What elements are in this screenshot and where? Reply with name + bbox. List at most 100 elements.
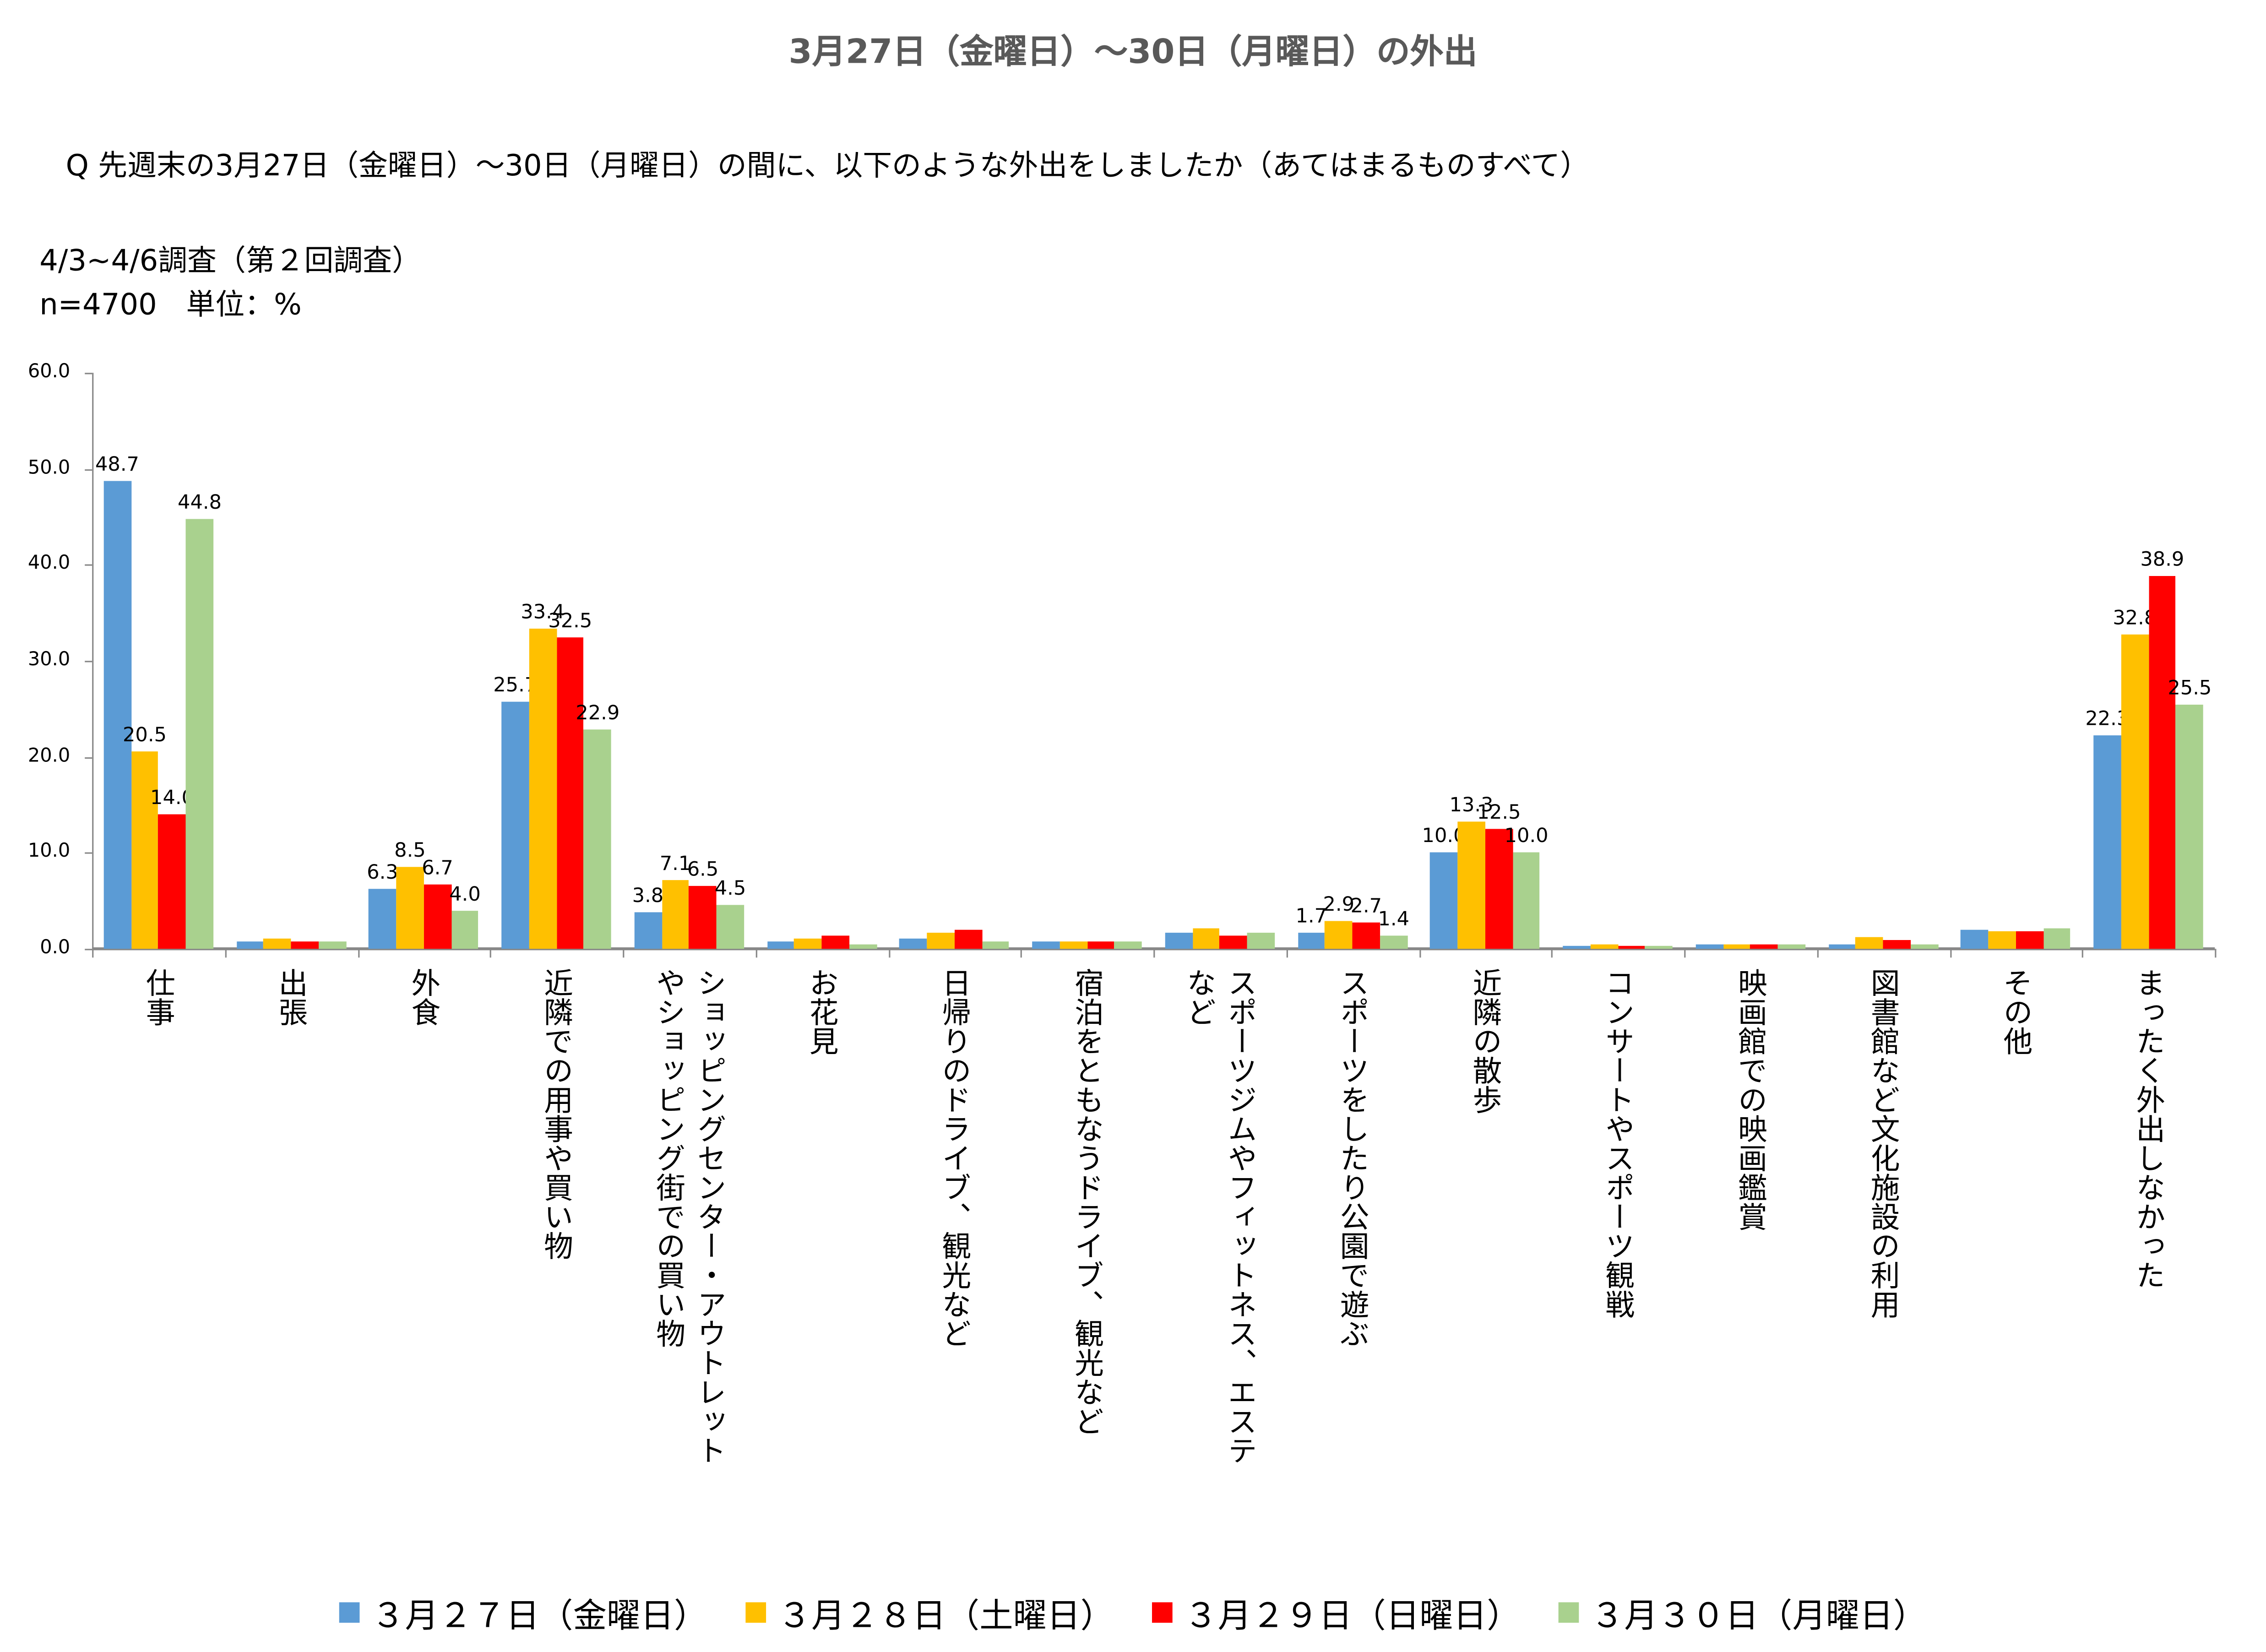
category-label-line: スポーツジムやフィットネス、エステ bbox=[1223, 967, 1258, 1465]
data-label: 12.5 bbox=[1477, 801, 1521, 825]
bar bbox=[1032, 942, 1060, 949]
data-label: 44.8 bbox=[178, 491, 222, 515]
category-label: 外食 bbox=[403, 968, 444, 1027]
data-label: 6.5 bbox=[687, 859, 719, 882]
legend-label: ３月２８日（土曜日） bbox=[777, 1598, 1114, 1636]
bar bbox=[501, 702, 529, 949]
bar bbox=[661, 880, 690, 949]
bar bbox=[236, 941, 264, 949]
bar bbox=[1114, 941, 1142, 949]
bar bbox=[1220, 936, 1248, 949]
category-label-line: 日帰りのドライブ、観光など bbox=[937, 967, 972, 1348]
data-label: 25.5 bbox=[2168, 676, 2212, 700]
y-tick-label: 20.0 bbox=[27, 745, 71, 767]
x-tick-mark bbox=[1551, 949, 1553, 958]
bar bbox=[1297, 932, 1325, 949]
bar bbox=[318, 941, 346, 949]
data-label: 22.9 bbox=[576, 701, 620, 725]
y-tick-mark bbox=[85, 565, 92, 566]
legend-item: ３月２７日（金曜日） bbox=[339, 1587, 708, 1637]
bar bbox=[1247, 932, 1275, 949]
bar bbox=[2176, 704, 2204, 949]
category-label-line: まったく外出しなかった bbox=[2131, 967, 2166, 1290]
bar bbox=[717, 905, 744, 949]
legend-swatch bbox=[745, 1602, 766, 1623]
data-label: 6.3 bbox=[367, 860, 398, 884]
bar bbox=[794, 938, 822, 949]
category-label: お花見 bbox=[801, 968, 842, 1056]
data-label: 38.9 bbox=[2140, 547, 2184, 571]
x-tick-mark bbox=[357, 949, 359, 958]
bar bbox=[1164, 932, 1193, 949]
bar bbox=[899, 938, 927, 949]
y-tick-label: 10.0 bbox=[27, 841, 71, 863]
category-label-line: 近隣での用事や買い物 bbox=[538, 967, 574, 1261]
category-label-line: コンサートやスポーツ観戦 bbox=[1600, 967, 1636, 1319]
bar bbox=[529, 628, 557, 949]
x-tick-mark bbox=[2082, 949, 2084, 958]
legend-label: ３月２９日（日曜日） bbox=[1184, 1598, 1521, 1636]
sample-size-unit: n=4700 単位：% bbox=[39, 286, 302, 322]
y-tick-mark bbox=[85, 661, 92, 663]
category-label-line: 出張 bbox=[273, 967, 309, 1027]
category-label-line: やショッピング街での買い物 bbox=[651, 967, 686, 1348]
legend-label: ３月３０日（月曜日） bbox=[1590, 1598, 1927, 1636]
legend-item: ３月２８日（土曜日） bbox=[745, 1587, 1114, 1637]
category-label: その他 bbox=[1995, 968, 2036, 1056]
bar bbox=[1380, 935, 1407, 949]
category-label: スポーツをしたり公園で遊ぶ bbox=[1332, 968, 1373, 1348]
x-tick-mark bbox=[2215, 949, 2217, 958]
category-label: 近隣での用事や買い物 bbox=[536, 968, 577, 1261]
bar bbox=[1590, 944, 1618, 949]
x-tick-mark bbox=[888, 949, 890, 958]
x-tick-mark bbox=[1418, 949, 1420, 958]
bar bbox=[634, 912, 662, 949]
bar bbox=[766, 942, 794, 949]
x-tick-mark bbox=[623, 949, 625, 958]
category-label-line: ショッピングセンター・アウトレット bbox=[692, 967, 728, 1465]
x-tick-mark bbox=[1816, 949, 1819, 958]
data-label: 32.5 bbox=[548, 609, 592, 633]
bar bbox=[1828, 944, 1856, 949]
bar bbox=[396, 867, 424, 949]
category-label-line: 仕事 bbox=[141, 967, 176, 1027]
category-label: 映画館での映画鑑賞 bbox=[1730, 968, 1771, 1231]
y-tick-mark bbox=[85, 949, 92, 951]
category-label: ショッピングセンター・アウトレット やショッピング街での買い物 bbox=[648, 968, 730, 1465]
bar bbox=[1060, 941, 1087, 949]
data-label: 13.3 bbox=[1449, 793, 1494, 817]
bar bbox=[1485, 829, 1513, 949]
category-label-line: その他 bbox=[1998, 967, 2033, 1056]
category-label-line: 外食 bbox=[406, 967, 441, 1027]
data-label: 33.4 bbox=[521, 600, 565, 624]
legend-label: ３月２７日（金曜日） bbox=[371, 1598, 708, 1636]
bar bbox=[103, 481, 131, 949]
bar bbox=[130, 752, 158, 949]
category-label: 日帰りのドライブ、観光など bbox=[934, 968, 975, 1348]
category-label-line: 図書館など文化施設の利用 bbox=[1865, 967, 1901, 1319]
bar bbox=[821, 936, 849, 949]
bar bbox=[1430, 853, 1458, 949]
category-label: コンサートやスポーツ観戦 bbox=[1598, 968, 1638, 1319]
bar bbox=[158, 814, 186, 949]
data-label: 4.5 bbox=[714, 878, 746, 902]
category-label: 図書館など文化施設の利用 bbox=[1863, 968, 1903, 1319]
bar bbox=[1723, 945, 1751, 949]
bar bbox=[1192, 929, 1220, 949]
survey-period: 4/3~4/6調査（第２回調査） bbox=[39, 243, 422, 278]
bar bbox=[1087, 941, 1115, 949]
bar bbox=[1457, 821, 1485, 949]
bar bbox=[954, 929, 982, 949]
data-label: 1.7 bbox=[1295, 904, 1327, 928]
legend-item: ３月２９日（日曜日） bbox=[1152, 1587, 1521, 1637]
category-label-line: スポーツをしたり公園で遊ぶ bbox=[1335, 967, 1370, 1348]
legend: ３月２７日（金曜日） ３月２８日（土曜日） ３月２９日（日曜日） ３月３０日（月曜日） bbox=[0, 1587, 2266, 1637]
legend-swatch bbox=[339, 1602, 360, 1623]
y-tick-label: 30.0 bbox=[27, 649, 71, 671]
category-label-line: 近隣の散歩 bbox=[1467, 967, 1503, 1114]
data-label: 1.4 bbox=[1378, 908, 1410, 931]
bar bbox=[2148, 575, 2176, 949]
y-axis bbox=[92, 373, 94, 949]
data-label: 48.7 bbox=[95, 453, 139, 477]
bar bbox=[1910, 945, 1938, 949]
